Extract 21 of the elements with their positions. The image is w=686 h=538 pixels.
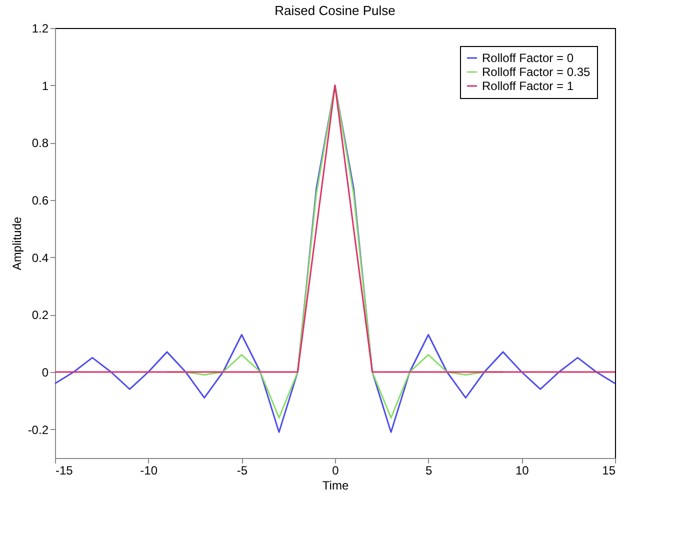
legend-label: Rolloff Factor = 0.35 bbox=[482, 65, 590, 79]
y-axis-title: Amplitude bbox=[10, 216, 24, 270]
x-tick-label: -10 bbox=[140, 464, 158, 478]
x-tick-label: 15 bbox=[602, 464, 616, 478]
y-tick-label: 0.4 bbox=[32, 250, 49, 265]
x-tick-label: 10 bbox=[515, 464, 530, 478]
y-tick-label: 0.2 bbox=[32, 308, 49, 322]
x-tick-label: 5 bbox=[425, 464, 432, 478]
chart-title: Raised Cosine Pulse bbox=[274, 3, 396, 18]
legend-label: Rolloff Factor = 1 bbox=[482, 79, 574, 93]
x-tick-label: -5 bbox=[236, 464, 248, 478]
y-tick-label: 0 bbox=[42, 366, 49, 380]
y-tick-label: 0.6 bbox=[32, 194, 49, 208]
x-tick-label: 0 bbox=[332, 464, 340, 478]
y-tick-label: 1.2 bbox=[32, 22, 49, 36]
legend-label: Rolloff Factor = 0 bbox=[482, 51, 574, 65]
y-tick-label: 0.8 bbox=[32, 136, 49, 150]
y-tick-label: -0.2 bbox=[28, 422, 49, 437]
y-tick-label: 1 bbox=[42, 78, 49, 93]
x-axis-title: Time bbox=[322, 478, 349, 492]
x-tick-label: -15 bbox=[56, 464, 74, 478]
